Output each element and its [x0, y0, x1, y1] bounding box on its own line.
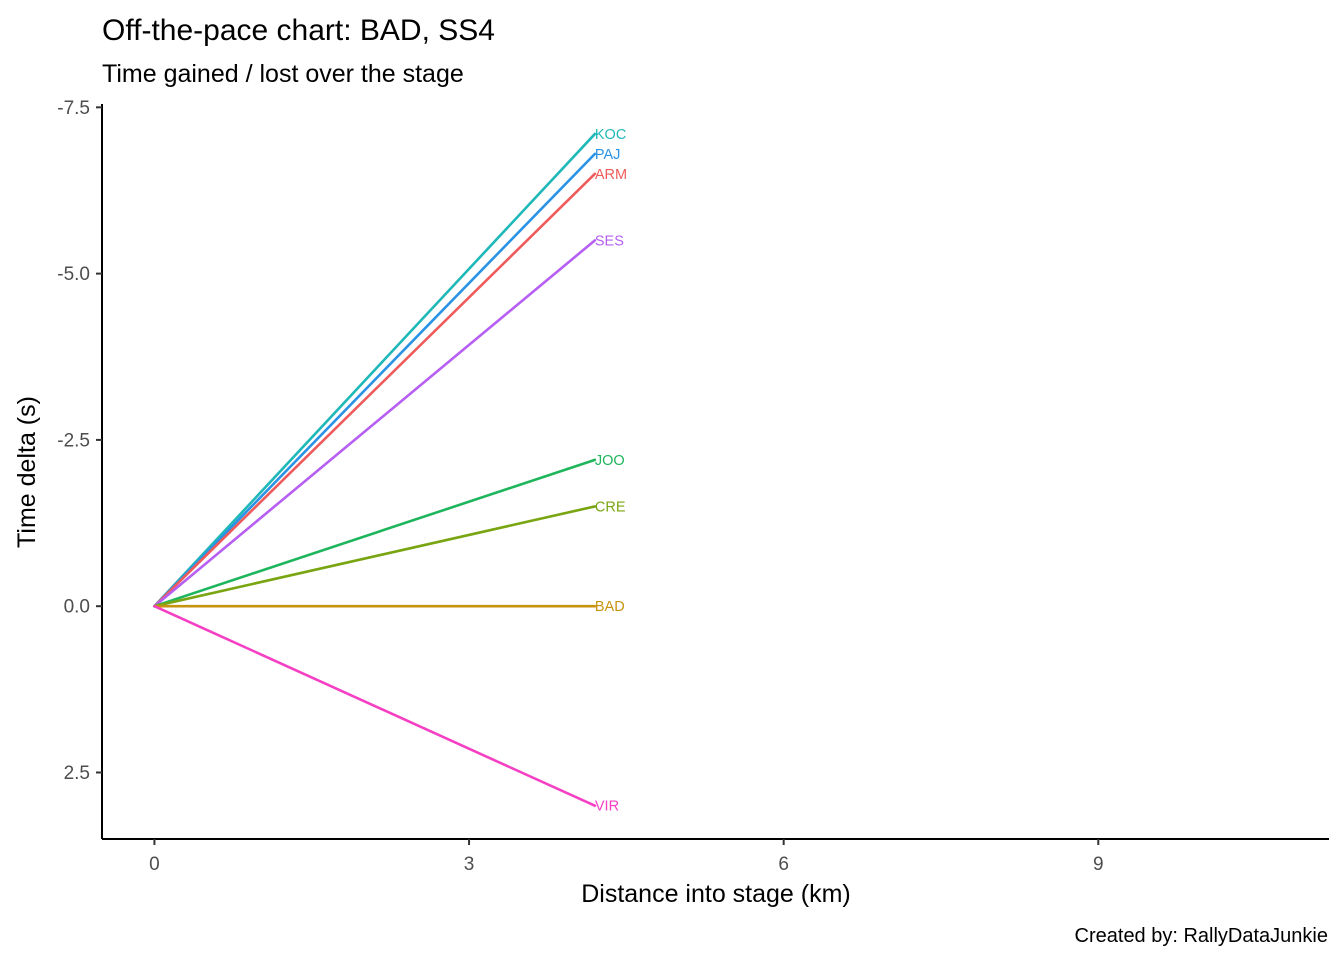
x-tick-label: 0 — [149, 854, 160, 875]
series-label-cre: CRE — [595, 499, 626, 515]
x-tick-label: 6 — [778, 854, 789, 875]
series-line-arm — [153, 172, 597, 608]
series-line-koc — [153, 132, 597, 608]
x-axis-title: Distance into stage (km) — [581, 880, 851, 908]
y-tick-label: -2.5 — [57, 430, 90, 451]
y-tick-label: 0.0 — [64, 597, 90, 618]
series-label-arm: ARM — [595, 167, 627, 183]
x-tick-label: 3 — [464, 854, 475, 875]
chart-caption: Created by: RallyDataJunkie — [1075, 925, 1328, 947]
series-line-vir — [153, 604, 597, 808]
x-tick-label: 9 — [1093, 854, 1104, 875]
series-label-ses: SES — [595, 233, 624, 249]
series-labels: KOC PAJ ARM SES JOO CRE BAD VIR — [595, 127, 627, 815]
series-label-koc: KOC — [595, 127, 626, 143]
chart-title: Off-the-pace chart: BAD, SS4 — [102, 14, 495, 47]
series-line-paj — [153, 152, 597, 608]
series-label-vir: VIR — [595, 799, 619, 815]
series-line-cre — [153, 505, 597, 608]
series-lines — [153, 132, 597, 808]
y-axis-ticks: -7.5 -5.0 -2.5 0.0 2.5 — [57, 98, 102, 784]
series-label-paj: PAJ — [595, 147, 621, 163]
chart-subtitle: Time gained / lost over the stage — [102, 60, 464, 88]
series-line-joo — [153, 458, 597, 608]
series-label-joo: JOO — [595, 453, 625, 469]
series-label-bad: BAD — [595, 599, 625, 615]
y-tick-label: -7.5 — [57, 98, 90, 119]
x-axis-ticks: 0 3 6 9 — [149, 839, 1104, 875]
y-tick-label: 2.5 — [64, 763, 90, 784]
y-axis-title: Time delta (s) — [13, 396, 41, 548]
series-line-ses — [153, 239, 597, 608]
y-tick-label: -5.0 — [57, 264, 90, 285]
